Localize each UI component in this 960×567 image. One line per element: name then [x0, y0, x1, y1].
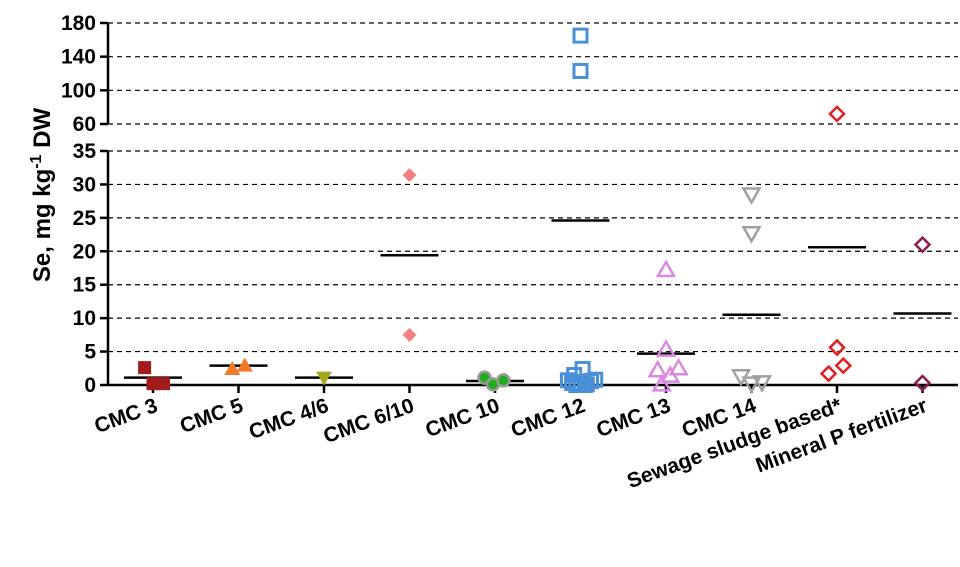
data-point — [568, 377, 585, 393]
data-point — [655, 259, 677, 278]
data-point — [402, 327, 417, 342]
data-point — [138, 361, 152, 375]
y-tick-label: 0 — [84, 374, 96, 397]
category-label: CMC 4/6 — [246, 394, 332, 444]
data-point — [668, 357, 689, 376]
y-tick-label: 140 — [61, 46, 96, 69]
y-tick-label: 35 — [73, 140, 97, 163]
data-point — [741, 376, 762, 395]
y-tick-label: 20 — [73, 240, 96, 263]
category-label: CMC 12 — [508, 394, 588, 442]
y-axis-label-suffix: DW — [29, 108, 56, 155]
y-tick-label: 25 — [73, 207, 97, 230]
data-point — [660, 365, 681, 383]
data-point — [741, 187, 762, 205]
data-point — [828, 338, 846, 357]
data-point — [157, 377, 170, 391]
y-axis-label-base: Se, mg kg — [29, 169, 56, 282]
data-point — [834, 356, 853, 375]
data-point — [751, 375, 773, 393]
data-point — [402, 168, 417, 183]
data-points — [138, 27, 932, 395]
data-point — [316, 371, 332, 386]
y-tick-label: 100 — [61, 79, 96, 102]
data-point — [913, 374, 932, 392]
data-point — [576, 377, 593, 393]
data-point — [819, 364, 838, 383]
y-tick-label: 5 — [84, 341, 96, 364]
data-point — [913, 235, 932, 254]
data-point — [146, 377, 160, 391]
y-tick-labels: 0 5 10 15 20 25 30 35 60 100 140 180 — [61, 12, 96, 397]
y-axis-label: Se, mg kg-1 DW — [28, 108, 56, 283]
data-point — [828, 105, 846, 123]
data-point — [496, 373, 511, 388]
data-point — [572, 62, 589, 79]
category-label: CMC 13 — [593, 394, 673, 442]
data-point — [224, 360, 241, 375]
y-axis-label-superscript: -1 — [28, 154, 45, 168]
data-point — [572, 27, 589, 44]
y-tick-label: 180 — [61, 12, 96, 35]
data-point — [236, 357, 253, 372]
category-label: CMC 3 — [91, 394, 160, 438]
gridlines — [108, 22, 958, 353]
category-label: CMC 5 — [177, 394, 247, 438]
data-point — [655, 339, 677, 357]
y-tick-label: 15 — [73, 274, 97, 297]
y-tick-label: 60 — [73, 113, 96, 136]
y-tick-label: 10 — [73, 307, 96, 330]
data-point — [741, 225, 762, 244]
mean-lines — [124, 219, 952, 383]
axes — [100, 21, 958, 393]
category-label: CMC 6/10 — [321, 394, 418, 448]
data-point — [651, 373, 672, 392]
y-tick-label: 30 — [73, 173, 96, 196]
category-label: CMC 10 — [422, 394, 502, 442]
data-point — [647, 359, 668, 378]
